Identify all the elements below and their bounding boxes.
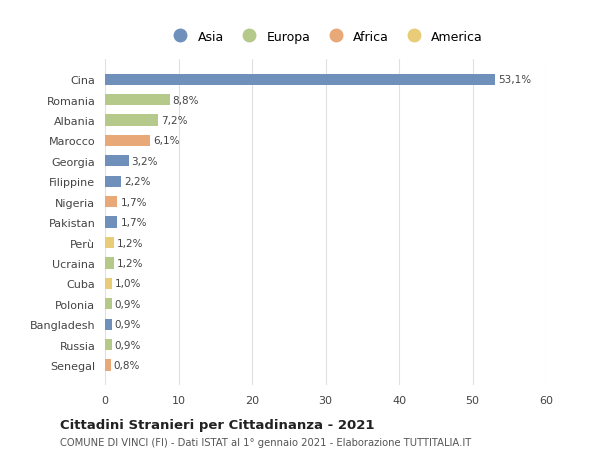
Bar [105,115,158,126]
Bar [105,196,118,208]
Bar [105,74,495,86]
Text: 1,0%: 1,0% [115,279,142,289]
Text: 3,2%: 3,2% [131,157,158,167]
Bar [105,278,112,289]
Bar [105,135,150,147]
Text: 1,7%: 1,7% [121,218,147,228]
Bar [105,359,111,371]
Bar [105,258,114,269]
Bar [105,95,170,106]
Text: 53,1%: 53,1% [498,75,532,85]
Bar [105,339,112,350]
Text: 2,2%: 2,2% [124,177,151,187]
Bar [105,176,121,187]
Legend: Asia, Europa, Africa, America: Asia, Europa, Africa, America [164,27,487,47]
Bar [105,319,112,330]
Text: 1,2%: 1,2% [117,238,143,248]
Bar [105,237,114,249]
Text: Cittadini Stranieri per Cittadinanza - 2021: Cittadini Stranieri per Cittadinanza - 2… [60,418,374,431]
Text: 6,1%: 6,1% [153,136,179,146]
Text: 0,9%: 0,9% [115,319,141,330]
Text: 0,9%: 0,9% [115,340,141,350]
Text: 0,8%: 0,8% [114,360,140,370]
Text: 1,2%: 1,2% [117,258,143,269]
Bar [105,156,128,167]
Text: 8,8%: 8,8% [173,95,199,106]
Text: 0,9%: 0,9% [115,299,141,309]
Bar [105,217,118,228]
Bar [105,298,112,310]
Text: COMUNE DI VINCI (FI) - Dati ISTAT al 1° gennaio 2021 - Elaborazione TUTTITALIA.I: COMUNE DI VINCI (FI) - Dati ISTAT al 1° … [60,437,471,447]
Text: 1,7%: 1,7% [121,197,147,207]
Text: 7,2%: 7,2% [161,116,187,126]
